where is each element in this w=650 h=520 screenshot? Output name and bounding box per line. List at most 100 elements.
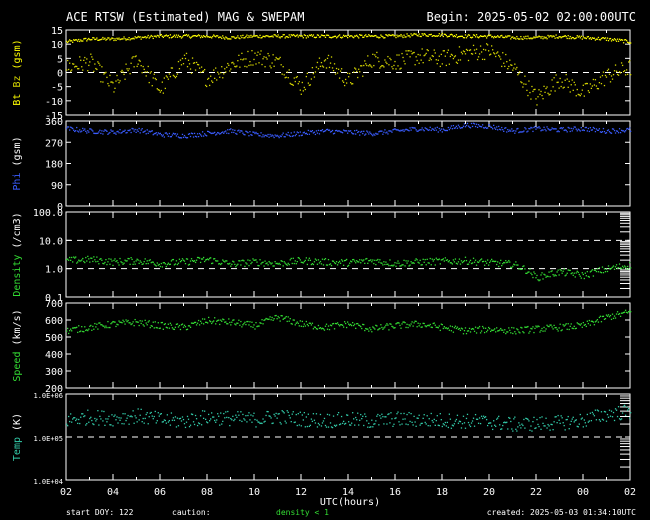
data-point-bz <box>512 69 514 71</box>
data-point-phi <box>160 134 162 136</box>
data-point-phi <box>574 126 576 128</box>
data-point-phi <box>549 129 551 131</box>
data-point-bz <box>429 57 431 59</box>
data-point-phi <box>382 133 384 135</box>
data-point-phi <box>210 132 212 134</box>
data-point-density <box>579 275 581 277</box>
data-point-bt <box>108 37 110 39</box>
data-point-temp <box>248 412 250 414</box>
data-point-phi <box>484 126 487 129</box>
data-point-temp <box>316 426 319 428</box>
data-point-bz <box>496 52 498 54</box>
data-point-bz <box>598 81 601 84</box>
data-point-speed <box>402 321 404 323</box>
data-point-density <box>593 269 596 271</box>
data-point-phi <box>235 132 237 135</box>
data-point-speed <box>217 319 219 322</box>
data-point-bt <box>123 36 125 38</box>
data-point-speed <box>378 328 380 330</box>
data-point-temp <box>177 425 180 427</box>
data-point-speed <box>94 322 96 325</box>
data-point-speed <box>288 320 290 322</box>
data-point-density <box>169 263 172 265</box>
data-point-bt <box>377 36 379 38</box>
data-point-speed <box>482 327 485 329</box>
data-point-temp <box>481 417 484 420</box>
data-point-bz <box>341 80 344 82</box>
data-point-bt <box>323 34 326 37</box>
data-point-temp <box>443 424 445 426</box>
data-point-temp <box>293 421 295 424</box>
data-point-temp <box>324 424 327 427</box>
data-point-bz <box>475 48 478 50</box>
data-point-phi <box>226 132 228 134</box>
data-point-density <box>399 265 401 267</box>
y-tick-label-mag: 5 <box>57 54 63 65</box>
data-point-speed <box>134 318 136 321</box>
data-point-phi <box>247 131 249 134</box>
data-point-density <box>620 267 623 270</box>
data-point-speed <box>385 324 387 326</box>
data-point-phi <box>174 133 177 135</box>
data-point-density <box>518 268 520 270</box>
data-point-temp <box>377 413 379 416</box>
data-point-temp <box>402 418 404 420</box>
data-point-temp <box>440 419 442 421</box>
data-point-bt <box>464 34 467 36</box>
data-point-temp <box>474 413 477 416</box>
data-point-speed <box>112 320 114 323</box>
data-point-density <box>157 264 159 266</box>
data-point-bt <box>352 36 354 38</box>
data-point-speed <box>363 323 365 326</box>
data-point-temp <box>73 417 75 419</box>
y-tick-label-speed: 500 <box>45 333 63 344</box>
data-point-phi <box>359 134 361 136</box>
data-point-temp <box>591 411 594 414</box>
data-point-speed <box>117 324 119 326</box>
data-point-density <box>555 274 557 277</box>
data-point-phi <box>228 132 230 135</box>
data-point-bz <box>289 82 291 85</box>
data-point-temp <box>284 420 286 422</box>
data-point-bt <box>551 36 553 38</box>
data-point-bt <box>91 38 93 41</box>
data-point-speed <box>189 326 192 328</box>
data-point-speed <box>370 328 372 331</box>
data-point-bz <box>404 63 406 65</box>
data-point-phi <box>577 128 579 130</box>
data-point-bt <box>588 38 591 40</box>
data-point-speed <box>492 329 494 332</box>
data-point-speed <box>69 329 71 332</box>
data-point-bz <box>528 80 530 82</box>
data-point-bz <box>554 90 556 92</box>
data-point-speed <box>261 319 263 321</box>
data-point-speed <box>70 328 72 330</box>
data-point-bt <box>295 35 297 37</box>
data-point-bt <box>326 34 329 36</box>
data-point-bt <box>221 37 223 40</box>
data-point-phi <box>134 128 136 131</box>
data-point-temp <box>197 422 200 424</box>
data-point-bt <box>209 36 211 38</box>
data-point-bt <box>523 36 525 38</box>
data-point-bt <box>581 38 583 40</box>
data-point-bz <box>417 53 419 56</box>
data-point-temp <box>620 418 623 420</box>
data-point-phi <box>420 129 422 131</box>
data-point-density <box>311 262 314 265</box>
data-point-speed <box>356 323 358 325</box>
data-point-bz <box>522 86 524 88</box>
data-point-bt <box>474 36 477 38</box>
data-point-temp <box>378 424 380 426</box>
y-tick-label-temp: 1.0E+05 <box>33 435 63 443</box>
data-point-phi <box>182 136 185 139</box>
data-point-speed <box>71 330 73 332</box>
data-point-bt <box>469 36 472 39</box>
data-point-density <box>182 259 185 261</box>
data-point-phi <box>556 130 558 133</box>
data-point-temp <box>228 416 230 419</box>
data-point-bt <box>416 34 418 37</box>
data-point-bz <box>359 71 361 73</box>
data-point-temp <box>409 420 411 423</box>
data-point-bt <box>490 34 492 36</box>
